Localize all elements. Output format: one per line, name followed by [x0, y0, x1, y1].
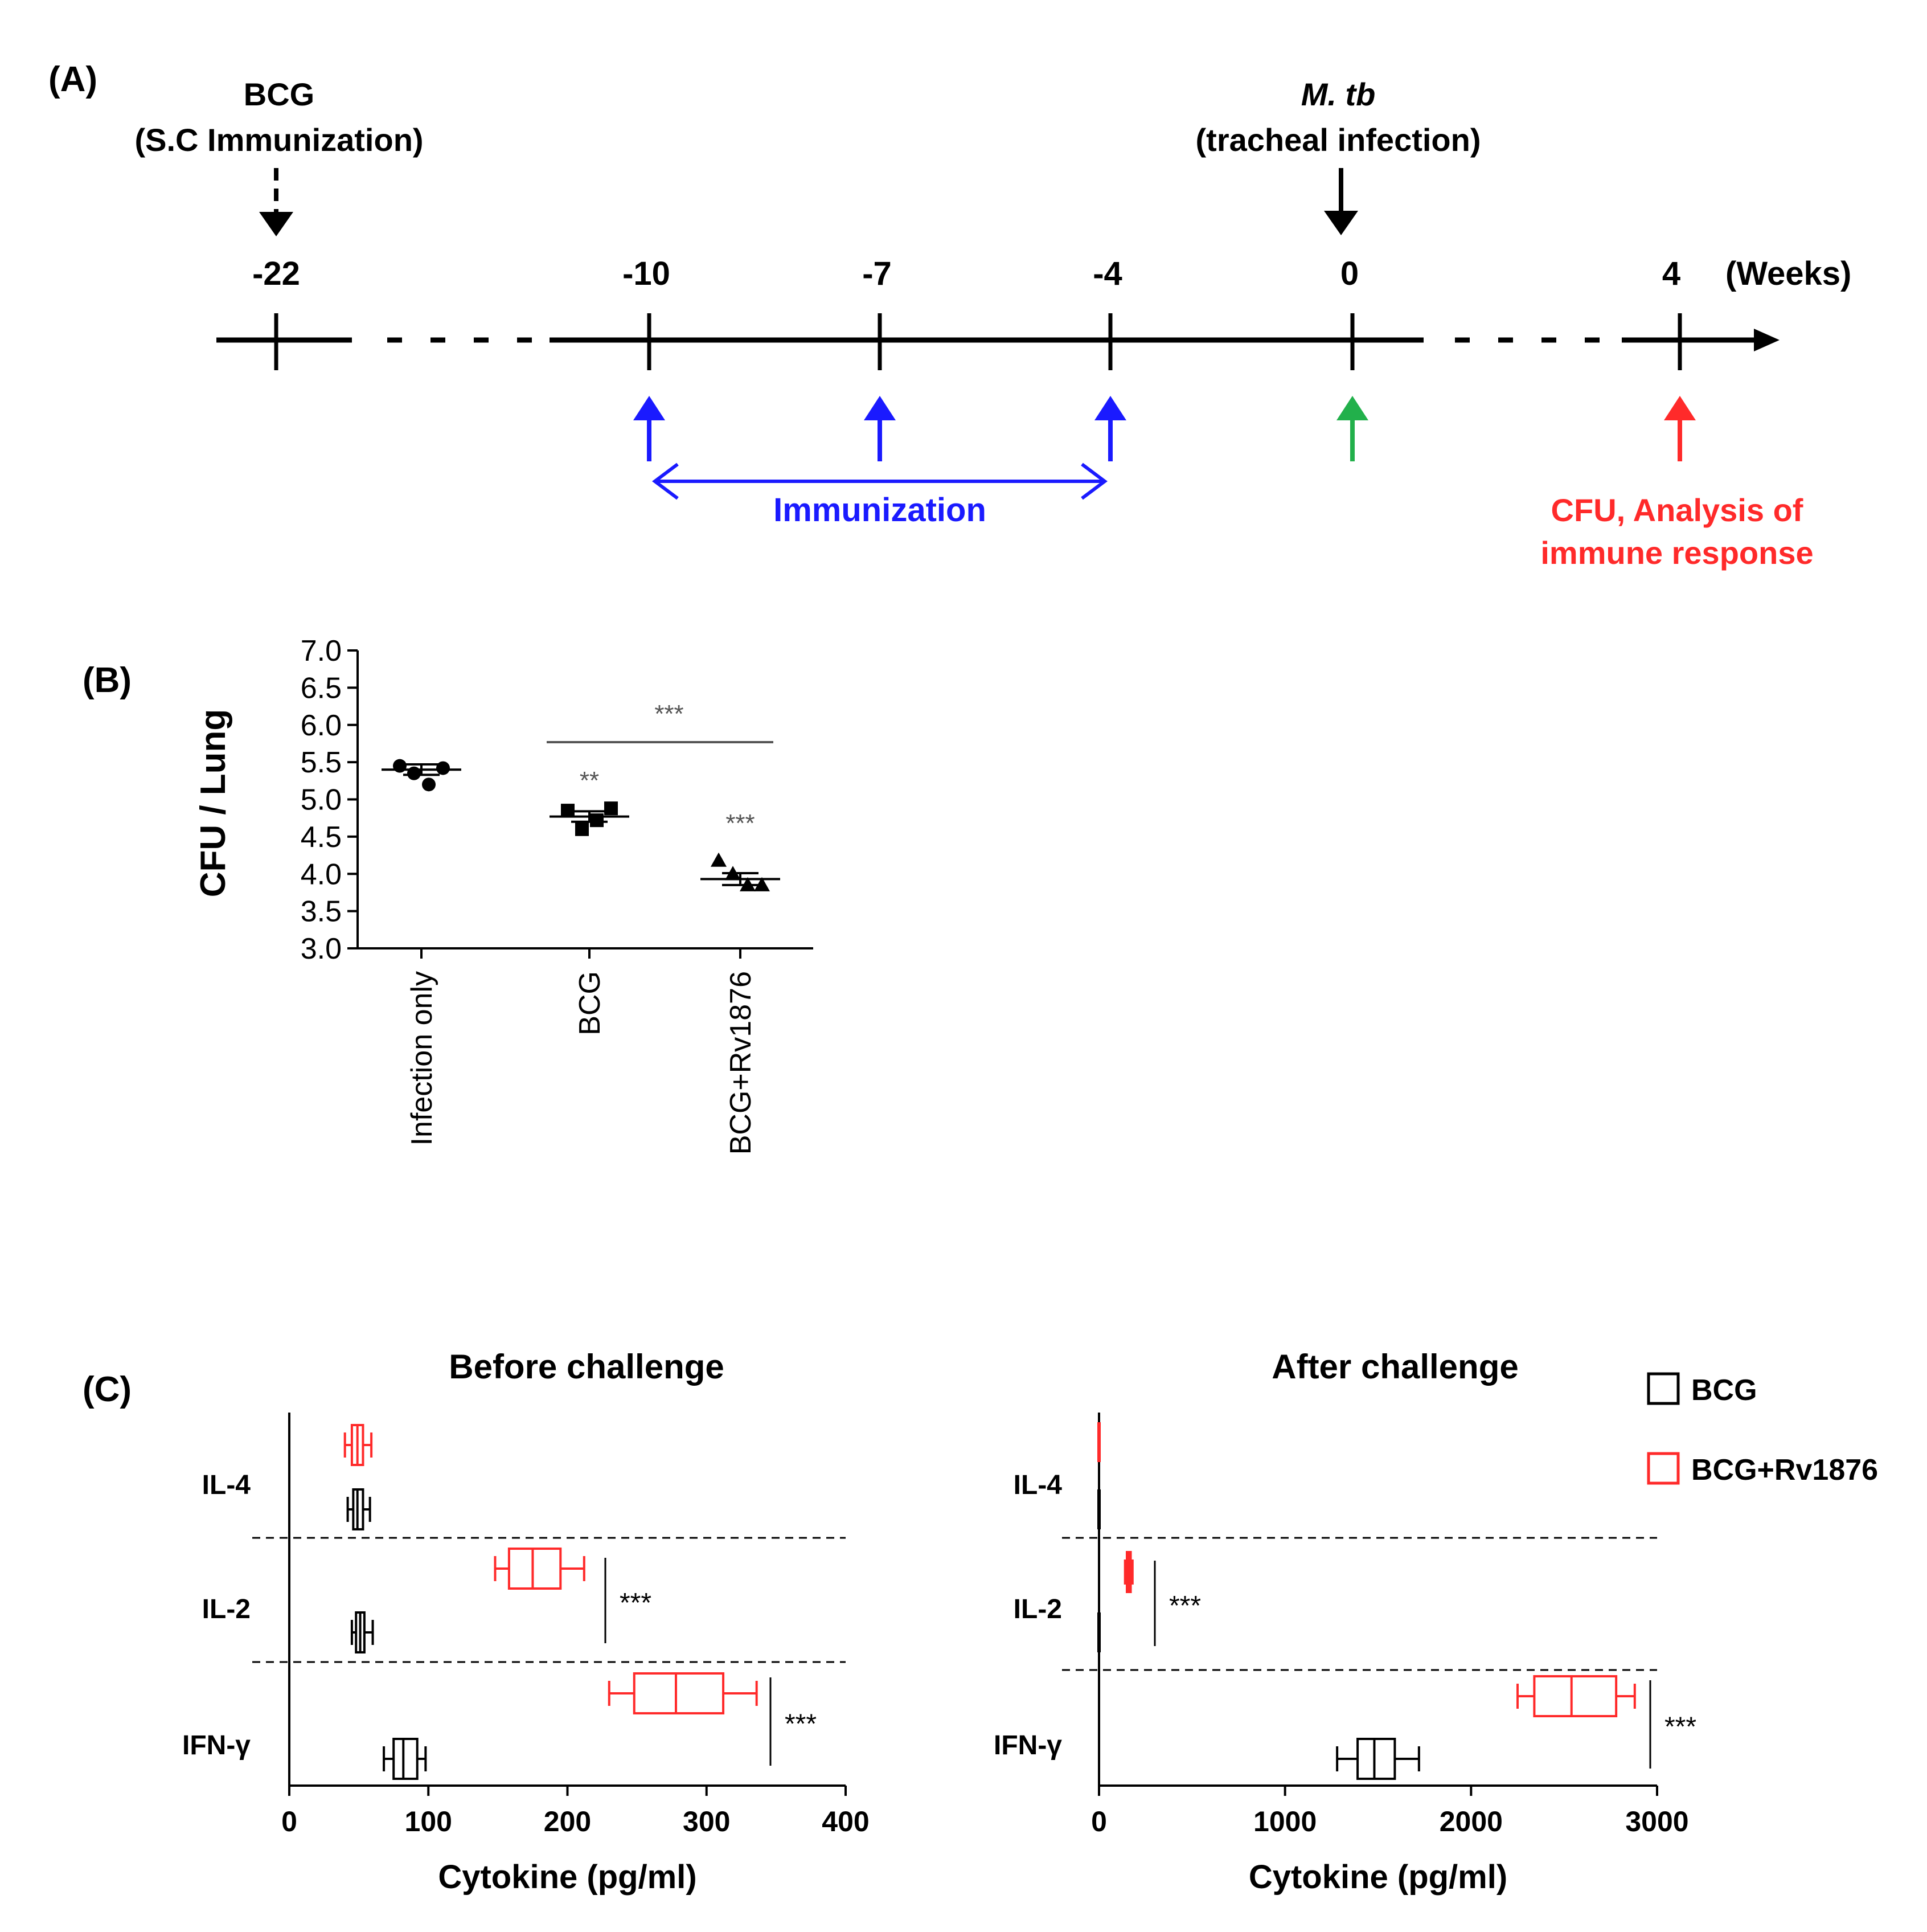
x-tick-label: 3000: [1625, 1806, 1688, 1837]
chart-title-before: Before challenge: [449, 1348, 724, 1386]
panel-a-label: (A): [48, 60, 97, 99]
legend-swatch-bcg-rv1876: [1647, 1452, 1680, 1485]
x-tick-label: BCG: [573, 971, 606, 1035]
y-tick-label: 5.0: [301, 784, 342, 817]
data-point: [393, 759, 407, 773]
data-point: [604, 801, 618, 816]
y-axis-label: CFU / Lung: [194, 709, 233, 898]
immunization-arrows: [633, 396, 1126, 461]
x-tick-label: 200: [544, 1806, 591, 1837]
panel-c: (C) Before challenge After challenge 0 10…: [83, 1348, 1878, 1896]
data-point: [740, 877, 756, 891]
tick-label-neg4: -4: [1093, 255, 1122, 292]
y-tick-label: 4.0: [301, 858, 342, 891]
y-tick-label: 7.0: [301, 635, 342, 668]
legend-label-bcg-rv1876: BCG+Rv1876: [1691, 1454, 1878, 1487]
boxplot-before-challenge: 0 100 200 300 400 Cytokine (pg/ml) IL-4 IL-2 IFN…: [182, 1413, 870, 1896]
x-tick-label: BCG+Rv1876: [724, 971, 757, 1155]
row-label: IL-4: [1014, 1470, 1063, 1500]
data-point: [436, 761, 450, 775]
legend-label-bcg: BCG: [1691, 1374, 1757, 1407]
mtb-title: M. tb: [1301, 76, 1376, 112]
immunization-label: Immunization: [773, 492, 986, 529]
x-tick-label: 0: [281, 1806, 297, 1837]
immunization-span-arrow: [652, 462, 1108, 500]
data-point: [590, 813, 604, 828]
significance-label: ***: [620, 1588, 651, 1618]
bcg-title: BCG: [244, 76, 314, 112]
data-point: [725, 866, 741, 881]
box: [392, 1738, 419, 1780]
data-point: [754, 877, 770, 891]
y-tick-label: 5.5: [301, 746, 342, 779]
row-label: IL-4: [202, 1470, 251, 1500]
bcg-arrowhead: [259, 212, 293, 236]
infection-arrow: [1336, 396, 1368, 461]
significance-rv1876: ***: [725, 809, 755, 837]
y-tick-label: 3.0: [301, 932, 342, 965]
panel-b: (B) CFU / Lung 3.0 3.5 4.0 4.5 5.0 5.5 6.0 6.5 7…: [83, 635, 813, 1155]
y-tick-label: 3.5: [301, 895, 342, 928]
tick-label-neg7: -7: [862, 255, 892, 292]
cfu-scatter-plot: 3.0 3.5 4.0 4.5 5.0 5.5 6.0 6.5 7.0 Infection onl…: [301, 635, 813, 1155]
data-point: [422, 777, 436, 792]
x-axis-title: Cytokine (pg/ml): [1249, 1859, 1507, 1896]
legend-swatch-bcg: [1647, 1372, 1680, 1405]
data-point: [575, 822, 589, 836]
x-tick-label: 300: [683, 1806, 730, 1837]
significance-comparison: ***: [654, 700, 683, 728]
box: [1533, 1675, 1618, 1717]
box: [633, 1672, 725, 1714]
panel-a: (A) BCG (S.C Immunization) M. tb (trache…: [48, 60, 1851, 571]
weeks-label: (Weeks): [1725, 255, 1851, 292]
x-tick-label: Infection only: [405, 971, 438, 1145]
significance-bcg: **: [580, 767, 599, 795]
data-point: [561, 804, 575, 818]
mtb-subtitle: (tracheal infection): [1196, 122, 1481, 158]
y-tick-label: 4.5: [301, 821, 342, 854]
significance-label: ***: [1169, 1591, 1201, 1621]
panel-b-label: (B): [83, 661, 132, 700]
legend: BCG BCG+Rv1876: [1647, 1372, 1878, 1487]
boxplot-after-challenge: 0 1000 2000 3000 Cytokine (pg/ml) IL-4 IL-2 IFN…: [994, 1413, 1696, 1896]
outcome-label-line1: CFU, Analysis of: [1551, 492, 1803, 528]
significance-label: ***: [785, 1709, 817, 1739]
x-tick-label: 1000: [1253, 1806, 1317, 1837]
x-tick-label: 400: [822, 1806, 869, 1837]
tick-label-neg22: -22: [252, 255, 300, 292]
data-point: [407, 766, 421, 780]
box: [507, 1548, 562, 1590]
bcg-subtitle: (S.C Immunization): [134, 122, 423, 158]
analysis-arrow: [1664, 396, 1696, 461]
timeline-arrowhead: [1754, 329, 1780, 351]
row-label: IFN-γ: [994, 1730, 1062, 1761]
y-tick-label: 6.0: [301, 709, 342, 742]
significance-label: ***: [1664, 1712, 1696, 1742]
mtb-arrowhead: [1324, 211, 1358, 235]
tick-label-0: 0: [1340, 255, 1359, 292]
x-tick-label: 100: [405, 1806, 452, 1837]
x-axis-title: Cytokine (pg/ml): [438, 1859, 696, 1896]
chart-title-after: After challenge: [1272, 1348, 1518, 1386]
row-label: IL-2: [202, 1594, 251, 1624]
y-tick-label: 6.5: [301, 672, 342, 705]
timeline-ticks: [274, 313, 1682, 370]
data-point: [711, 852, 727, 867]
tick-label-neg10: -10: [622, 255, 670, 292]
row-label: IL-2: [1014, 1594, 1062, 1624]
x-tick-label: 2000: [1440, 1806, 1503, 1837]
box: [1356, 1738, 1396, 1780]
tick-label-4: 4: [1662, 255, 1680, 292]
row-label: IFN-γ: [182, 1730, 251, 1761]
x-tick-label: 0: [1091, 1806, 1107, 1837]
panel-c-label: (C): [83, 1370, 132, 1409]
outcome-label-line2: immune response: [1540, 535, 1813, 571]
